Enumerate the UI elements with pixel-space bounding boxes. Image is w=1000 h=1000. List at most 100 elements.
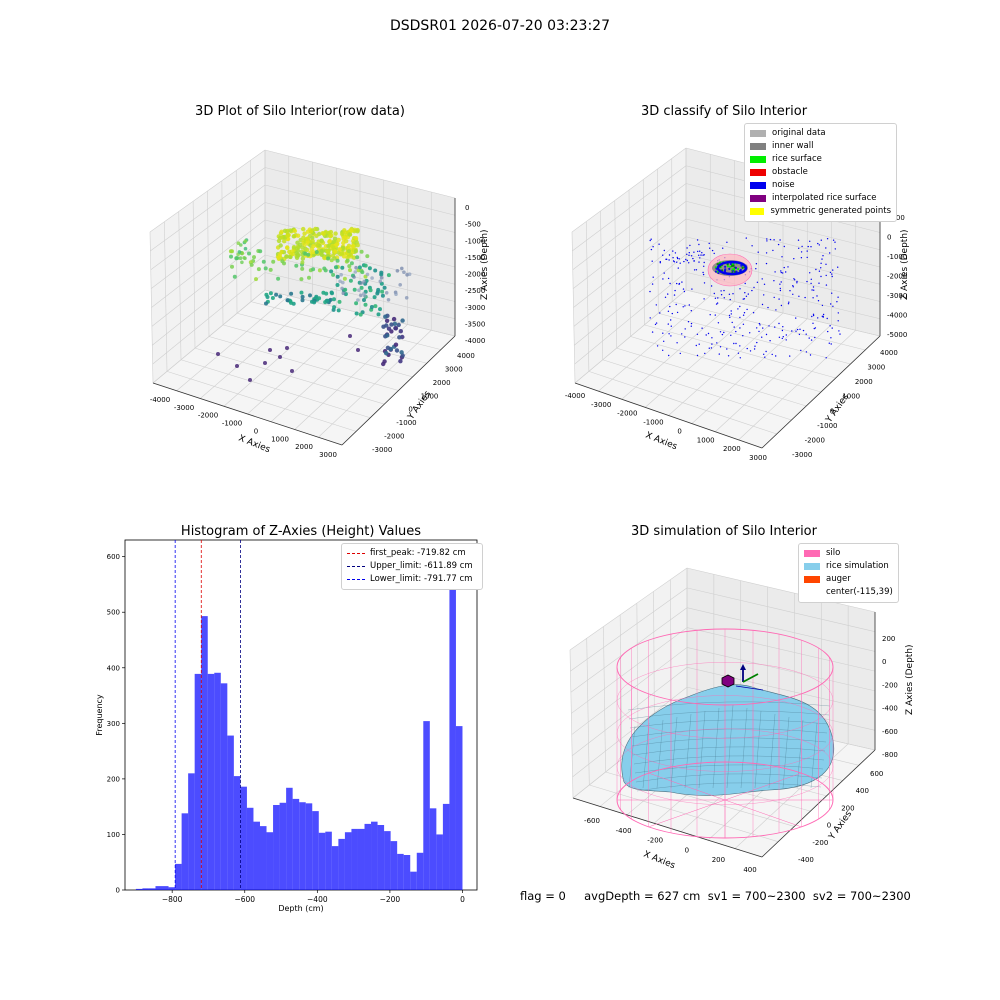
panel1-xlabel: X Axies [237, 434, 272, 456]
data-point [314, 233, 319, 238]
data-point [302, 231, 307, 236]
data-point [356, 348, 360, 352]
auger-vector-x [735, 685, 764, 691]
noise-point [690, 310, 692, 312]
histogram-bar [318, 832, 326, 890]
tick-label: -400 [798, 856, 814, 864]
x-tick-label: −800 [162, 895, 183, 904]
noise-point [820, 239, 822, 241]
noise-point [798, 295, 800, 297]
data-point [300, 294, 305, 299]
tick-label: -200 [647, 837, 663, 845]
noise-point [812, 314, 815, 317]
grid-line [668, 312, 784, 416]
grid-line [150, 167, 266, 252]
data-point [258, 249, 263, 254]
panel2-zlabel: Z Axies (Depth) [900, 229, 910, 300]
noise-point [693, 260, 695, 262]
tick-label: 4000 [457, 352, 475, 360]
legend-label: inner wall [772, 141, 814, 151]
noise-point [677, 267, 679, 269]
noise-point [804, 296, 806, 299]
noise-point [715, 303, 718, 305]
noise-point [756, 327, 758, 329]
data-point [327, 238, 333, 244]
histogram-bar [220, 683, 228, 890]
noise-point [690, 325, 692, 327]
legend-label: noise [772, 180, 795, 190]
data-point [268, 291, 273, 296]
histogram-bar [168, 887, 176, 890]
noise-point [789, 290, 791, 292]
tick-label: -4000 [887, 312, 907, 320]
data-point [248, 378, 252, 382]
legend-label: Upper_limit: -611.89 cm [370, 561, 473, 571]
data-point [268, 267, 273, 272]
y-tick-label: 0 [116, 887, 120, 895]
grid-line [264, 184, 456, 233]
histogram-bar [162, 886, 169, 890]
data-point [346, 249, 351, 254]
noise-point [817, 242, 819, 245]
data-point [407, 272, 412, 277]
noise-point [755, 263, 758, 265]
noise-point [766, 238, 768, 240]
noise-point [719, 346, 722, 348]
y-axis-line [341, 335, 456, 446]
rice-mesh-line [628, 710, 830, 720]
noise-point [651, 260, 653, 262]
histogram-bar [416, 852, 424, 890]
legend-item: auger [804, 573, 893, 586]
noise-point [649, 317, 651, 319]
noise-point [732, 293, 734, 295]
data-point [322, 255, 327, 261]
data-point [365, 272, 370, 277]
tick-label: -2000 [384, 433, 404, 441]
grid-line [264, 202, 456, 251]
noise-point [723, 289, 725, 292]
noise-point [773, 280, 775, 282]
noise-point [729, 298, 731, 301]
panel4-xlabel: X Axies [642, 850, 677, 872]
data-point [329, 269, 334, 274]
noise-point [737, 308, 739, 310]
data-point [348, 334, 352, 338]
noise-point [806, 256, 808, 259]
grid-line [644, 324, 836, 379]
noise-point [817, 317, 819, 319]
noise-point [820, 262, 822, 264]
noise-point [834, 241, 836, 243]
auger-arrowhead [740, 664, 746, 670]
noise-point [674, 289, 676, 292]
noise-point [743, 312, 746, 314]
noise-point [675, 303, 677, 306]
noise-point [814, 327, 817, 329]
noise-point [696, 333, 699, 335]
noise-point [818, 282, 820, 284]
data-point [300, 298, 305, 303]
grid-line [686, 587, 876, 633]
tick-label: -5000 [887, 331, 907, 339]
histogram-bar [344, 832, 352, 890]
data-point [356, 298, 360, 302]
rice-surface-ring [716, 260, 748, 276]
grid-line [235, 170, 238, 314]
data-point [308, 293, 312, 298]
data-point [379, 270, 384, 275]
data-point [278, 243, 283, 248]
data-point [385, 345, 391, 350]
data-point [396, 322, 401, 328]
data-point [359, 281, 364, 285]
noise-point [822, 313, 825, 316]
legend-label: rice simulation [826, 561, 889, 571]
histogram-bar [181, 813, 189, 890]
noise-point [663, 272, 665, 274]
data-point [331, 272, 336, 277]
histogram-legend: first_peak: -719.82 cm Upper_limit: -611… [341, 543, 483, 590]
noise-point [655, 322, 658, 324]
data-point [288, 228, 293, 233]
legend-item: obstacle [750, 166, 891, 179]
noise-point [774, 326, 776, 328]
grid-line [570, 587, 688, 672]
tick-label: 1000 [271, 435, 289, 443]
